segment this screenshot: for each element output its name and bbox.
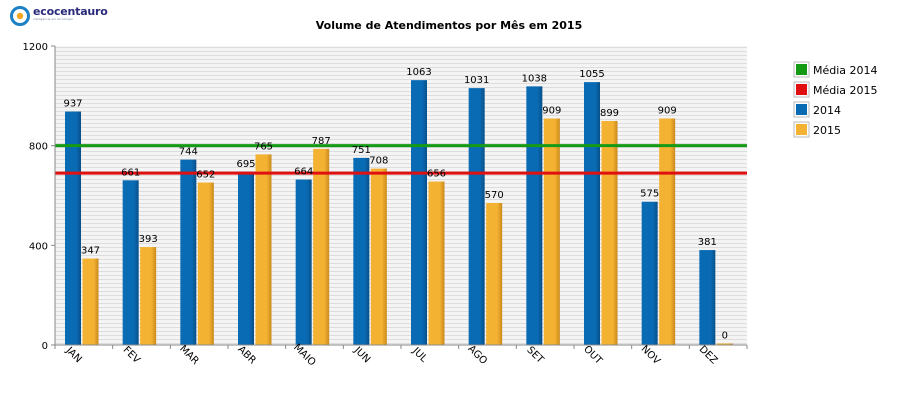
legend-swatch-2015 <box>796 124 807 135</box>
legend-label-media-2015: Média 2015 <box>813 84 878 97</box>
data-label-2014-abr: 695 <box>236 159 255 170</box>
x-tick-label-maio: MAIO <box>291 342 317 368</box>
data-label-2015-dez: 0 <box>722 331 728 342</box>
legend-swatch-2014 <box>796 104 807 115</box>
data-label-2014-fev: 661 <box>121 167 140 178</box>
bar-2014-mar <box>180 159 197 345</box>
x-tick-label-out: OUT <box>581 344 604 367</box>
logo-tagline: inteligência em tecnologia <box>33 17 73 21</box>
data-label-2015-maio: 787 <box>312 136 331 147</box>
data-label-2015-jul: 656 <box>427 169 446 180</box>
x-tick-label-ago: AGO <box>465 343 489 367</box>
bar-2014-jan <box>65 111 81 346</box>
data-label-2015-nov: 909 <box>658 106 677 117</box>
bar-2015-ago <box>486 202 503 345</box>
bar-2014-set <box>526 86 543 346</box>
bar-2015-maio <box>313 148 330 345</box>
bar-2015-jan <box>82 258 99 345</box>
data-label-2014-nov: 575 <box>640 189 659 200</box>
x-tick-label-jan: JAN <box>63 345 84 366</box>
bar-2014-fev <box>122 180 139 345</box>
x-tick-label-fev: FEV <box>121 345 142 366</box>
reference-lines <box>55 144 747 175</box>
data-label-2014-maio: 664 <box>294 167 313 178</box>
data-label-2014-dez: 381 <box>698 237 717 248</box>
bar-2014-ago <box>468 88 485 346</box>
legend-label-media-2014: Média 2014 <box>813 64 878 77</box>
bar-2015-fev <box>140 247 157 345</box>
data-label-2015-set: 909 <box>542 106 561 117</box>
data-label-2015-out: 899 <box>600 108 619 119</box>
data-label-2014-jul: 1063 <box>406 67 431 78</box>
bar-2014-dez <box>699 250 716 345</box>
x-tick-label-dez: DEZ <box>697 344 720 367</box>
legend-swatch-media-2014 <box>796 64 807 75</box>
bar-2014-jul <box>411 80 427 345</box>
x-tick-label-nov: NOV <box>639 344 662 367</box>
x-tick-label-mar: MAR <box>177 343 201 367</box>
x-tick-label-abr: ABR <box>235 344 257 366</box>
y-tick-label-0: 0 <box>42 341 48 352</box>
y-tick-label-800: 800 <box>29 142 48 153</box>
data-label-2014-ago: 1031 <box>464 75 489 86</box>
y-tick-label-400: 400 <box>29 241 48 252</box>
data-label-2014-jan: 937 <box>63 99 82 110</box>
legend: Média 2014 Média 2015 2014 2015 <box>793 61 878 138</box>
bar-2015-dez <box>716 343 733 345</box>
bar-2014-nov <box>641 201 658 345</box>
data-label-2014-set: 1038 <box>522 73 547 84</box>
plot-area <box>55 46 747 345</box>
bar-2014-abr <box>238 171 254 345</box>
legend-label-2014: 2014 <box>813 104 841 117</box>
data-label-2015-jun: 708 <box>369 156 388 167</box>
data-label-2014-out: 1055 <box>579 69 604 80</box>
x-tick-label-jul: JUL <box>409 345 429 365</box>
bar-2014-maio <box>295 179 312 345</box>
bar-2015-mar <box>197 182 214 345</box>
bar-2015-jun <box>370 168 387 345</box>
bar-2015-jul <box>428 181 445 345</box>
bar-2015-nov <box>659 118 676 345</box>
data-label-2015-jan: 347 <box>81 246 100 257</box>
bar-2014-jun <box>353 157 370 345</box>
data-label-2015-mar: 652 <box>196 170 215 181</box>
data-label-2014-jun: 751 <box>352 145 371 156</box>
data-label-2015-abr: 765 <box>254 141 273 152</box>
y-tick-label-1200: 1200 <box>23 42 48 53</box>
bar-2014-out <box>584 82 600 346</box>
bars-group <box>65 80 733 346</box>
bar-2015-set <box>543 118 560 345</box>
data-label-2014-mar: 744 <box>179 147 198 158</box>
bar-2015-abr <box>255 154 272 345</box>
ecocentauro-logo: ecocentauro inteligência em tecnologia <box>10 6 108 26</box>
data-label-2015-ago: 570 <box>485 190 504 201</box>
legend-swatch-media-2015 <box>796 84 807 95</box>
x-tick-label-jun: JUN <box>351 344 372 365</box>
legend-label-2015: 2015 <box>813 124 841 137</box>
data-label-2015-fev: 393 <box>139 234 158 245</box>
chart-title: Volume de Atendimentos por Mês em 2015 <box>316 19 582 32</box>
x-tick-label-set: SET <box>524 345 546 367</box>
ecocentauro-logo-icon <box>10 6 30 26</box>
bar-2015-out <box>601 120 618 345</box>
logo-name: ecocentauro <box>33 5 108 18</box>
